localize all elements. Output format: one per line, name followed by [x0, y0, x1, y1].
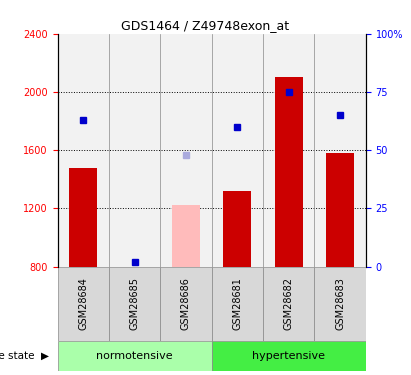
- Text: GSM28685: GSM28685: [129, 277, 140, 330]
- Bar: [109, 267, 160, 341]
- Bar: [58, 34, 109, 267]
- Text: GSM28682: GSM28682: [284, 277, 294, 330]
- Text: normotensive: normotensive: [96, 351, 173, 361]
- Text: GSM28684: GSM28684: [78, 277, 88, 330]
- Bar: [263, 34, 314, 267]
- Text: GDS1464 / Z49748exon_at: GDS1464 / Z49748exon_at: [121, 19, 290, 32]
- Bar: [212, 267, 263, 341]
- Text: GSM28683: GSM28683: [335, 277, 345, 330]
- Bar: [160, 34, 212, 267]
- Bar: [314, 267, 366, 341]
- Bar: [69, 168, 97, 267]
- Bar: [326, 153, 354, 267]
- Bar: [275, 77, 303, 267]
- Bar: [58, 267, 109, 341]
- Bar: [58, 341, 212, 371]
- Bar: [160, 267, 212, 341]
- Bar: [109, 34, 160, 267]
- Bar: [172, 206, 200, 267]
- Text: hypertensive: hypertensive: [252, 351, 325, 361]
- Bar: [223, 191, 252, 267]
- Bar: [314, 34, 366, 267]
- Bar: [263, 267, 314, 341]
- Text: disease state  ▶: disease state ▶: [0, 351, 49, 361]
- Text: GSM28686: GSM28686: [181, 277, 191, 330]
- Bar: [212, 34, 263, 267]
- Text: GSM28681: GSM28681: [232, 277, 242, 330]
- Bar: [212, 341, 366, 371]
